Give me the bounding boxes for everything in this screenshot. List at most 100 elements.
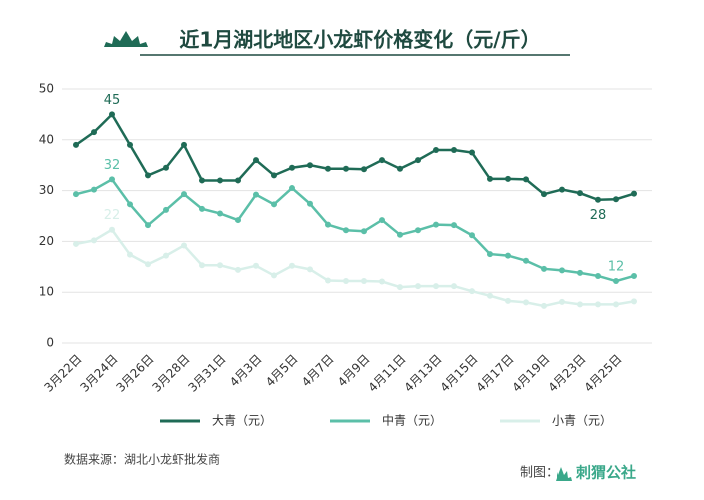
data-point — [343, 278, 349, 285]
data-point — [415, 227, 421, 234]
data-point — [559, 298, 565, 305]
data-point — [487, 175, 493, 182]
data-point — [343, 165, 349, 172]
y-tick-label: 40 — [39, 132, 54, 146]
data-point — [595, 196, 601, 203]
data-point — [145, 261, 151, 268]
data-point — [271, 172, 277, 179]
data-point — [91, 129, 97, 136]
value-label: 22 — [104, 208, 121, 223]
data-point — [397, 231, 403, 238]
data-point — [127, 141, 133, 148]
value-label: 12 — [608, 260, 625, 275]
data-point — [253, 157, 259, 164]
data-point — [451, 146, 457, 153]
data-point — [289, 262, 295, 269]
data-point — [217, 210, 223, 217]
x-tick-label: 4月5日 — [263, 352, 301, 390]
data-point — [217, 262, 223, 269]
data-point — [433, 221, 439, 228]
x-tick-label: 4月25日 — [582, 352, 625, 395]
data-point — [199, 177, 205, 184]
x-tick-label: 4月7日 — [299, 352, 337, 390]
data-point — [73, 191, 79, 198]
value-label: 32 — [104, 158, 121, 173]
y-tick-label: 20 — [39, 234, 54, 248]
brand-icon — [556, 467, 572, 481]
data-point — [415, 157, 421, 164]
data-point — [541, 265, 547, 272]
data-point — [379, 278, 385, 285]
data-point — [271, 201, 277, 208]
data-point — [523, 257, 529, 264]
data-point — [379, 157, 385, 164]
x-tick-label: 3月24日 — [78, 352, 121, 395]
data-point — [73, 141, 79, 148]
data-point — [109, 226, 115, 233]
x-tick-label: 4月3日 — [227, 352, 265, 390]
data-point — [325, 221, 331, 228]
data-point — [433, 283, 439, 290]
data-point — [577, 269, 583, 276]
data-point — [163, 164, 169, 171]
data-point — [631, 298, 637, 305]
x-tick-label: 4月23日 — [546, 352, 589, 395]
data-point — [253, 191, 259, 198]
data-point — [253, 262, 259, 269]
data-point — [235, 177, 241, 184]
data-point — [343, 227, 349, 234]
data-point — [145, 222, 151, 229]
data-point — [91, 186, 97, 193]
data-point — [361, 278, 367, 285]
data-point — [577, 190, 583, 197]
data-point — [91, 237, 97, 244]
data-point — [469, 149, 475, 156]
data-point — [469, 288, 475, 295]
data-point — [559, 186, 565, 193]
x-tick-label: 3月28日 — [150, 352, 193, 395]
y-tick-label: 50 — [39, 82, 54, 96]
data-point — [613, 301, 619, 308]
data-point — [289, 164, 295, 171]
data-point — [127, 201, 133, 208]
data-point — [307, 162, 313, 169]
data-point — [379, 217, 385, 224]
data-point — [307, 200, 313, 207]
data-point — [487, 251, 493, 258]
x-tick-label: 4月11日 — [366, 352, 409, 395]
data-point — [127, 251, 133, 258]
source-note: 数据来源：湖北小龙虾批发商 — [64, 452, 220, 467]
data-point — [163, 206, 169, 213]
y-tick-label: 0 — [46, 336, 54, 350]
data-point — [199, 262, 205, 269]
value-label: 28 — [590, 208, 607, 223]
legend-label: 大青（元） — [212, 414, 272, 428]
data-point — [415, 283, 421, 290]
chart-title: 近1月湖北地区小龙虾价格变化（元/斤） — [179, 28, 540, 52]
brand: 刺猬公社 — [576, 464, 636, 482]
data-point — [289, 185, 295, 192]
data-point — [163, 252, 169, 259]
legend-label: 中青（元） — [382, 413, 442, 428]
data-point — [325, 277, 331, 284]
data-point — [451, 283, 457, 290]
data-point — [271, 272, 277, 279]
data-point — [469, 232, 475, 239]
data-point — [541, 302, 547, 309]
data-point — [595, 301, 601, 308]
y-tick-label: 10 — [39, 285, 54, 299]
title-icon — [104, 31, 148, 47]
data-point — [559, 267, 565, 274]
data-point — [109, 176, 115, 183]
data-point — [631, 272, 637, 279]
data-point — [505, 252, 511, 259]
data-point — [487, 292, 493, 299]
data-point — [109, 111, 115, 118]
data-point — [217, 177, 223, 184]
data-point — [73, 240, 79, 247]
data-point — [361, 166, 367, 173]
data-point — [451, 222, 457, 229]
x-tick-label: 3月31日 — [186, 352, 229, 395]
data-point — [577, 301, 583, 308]
